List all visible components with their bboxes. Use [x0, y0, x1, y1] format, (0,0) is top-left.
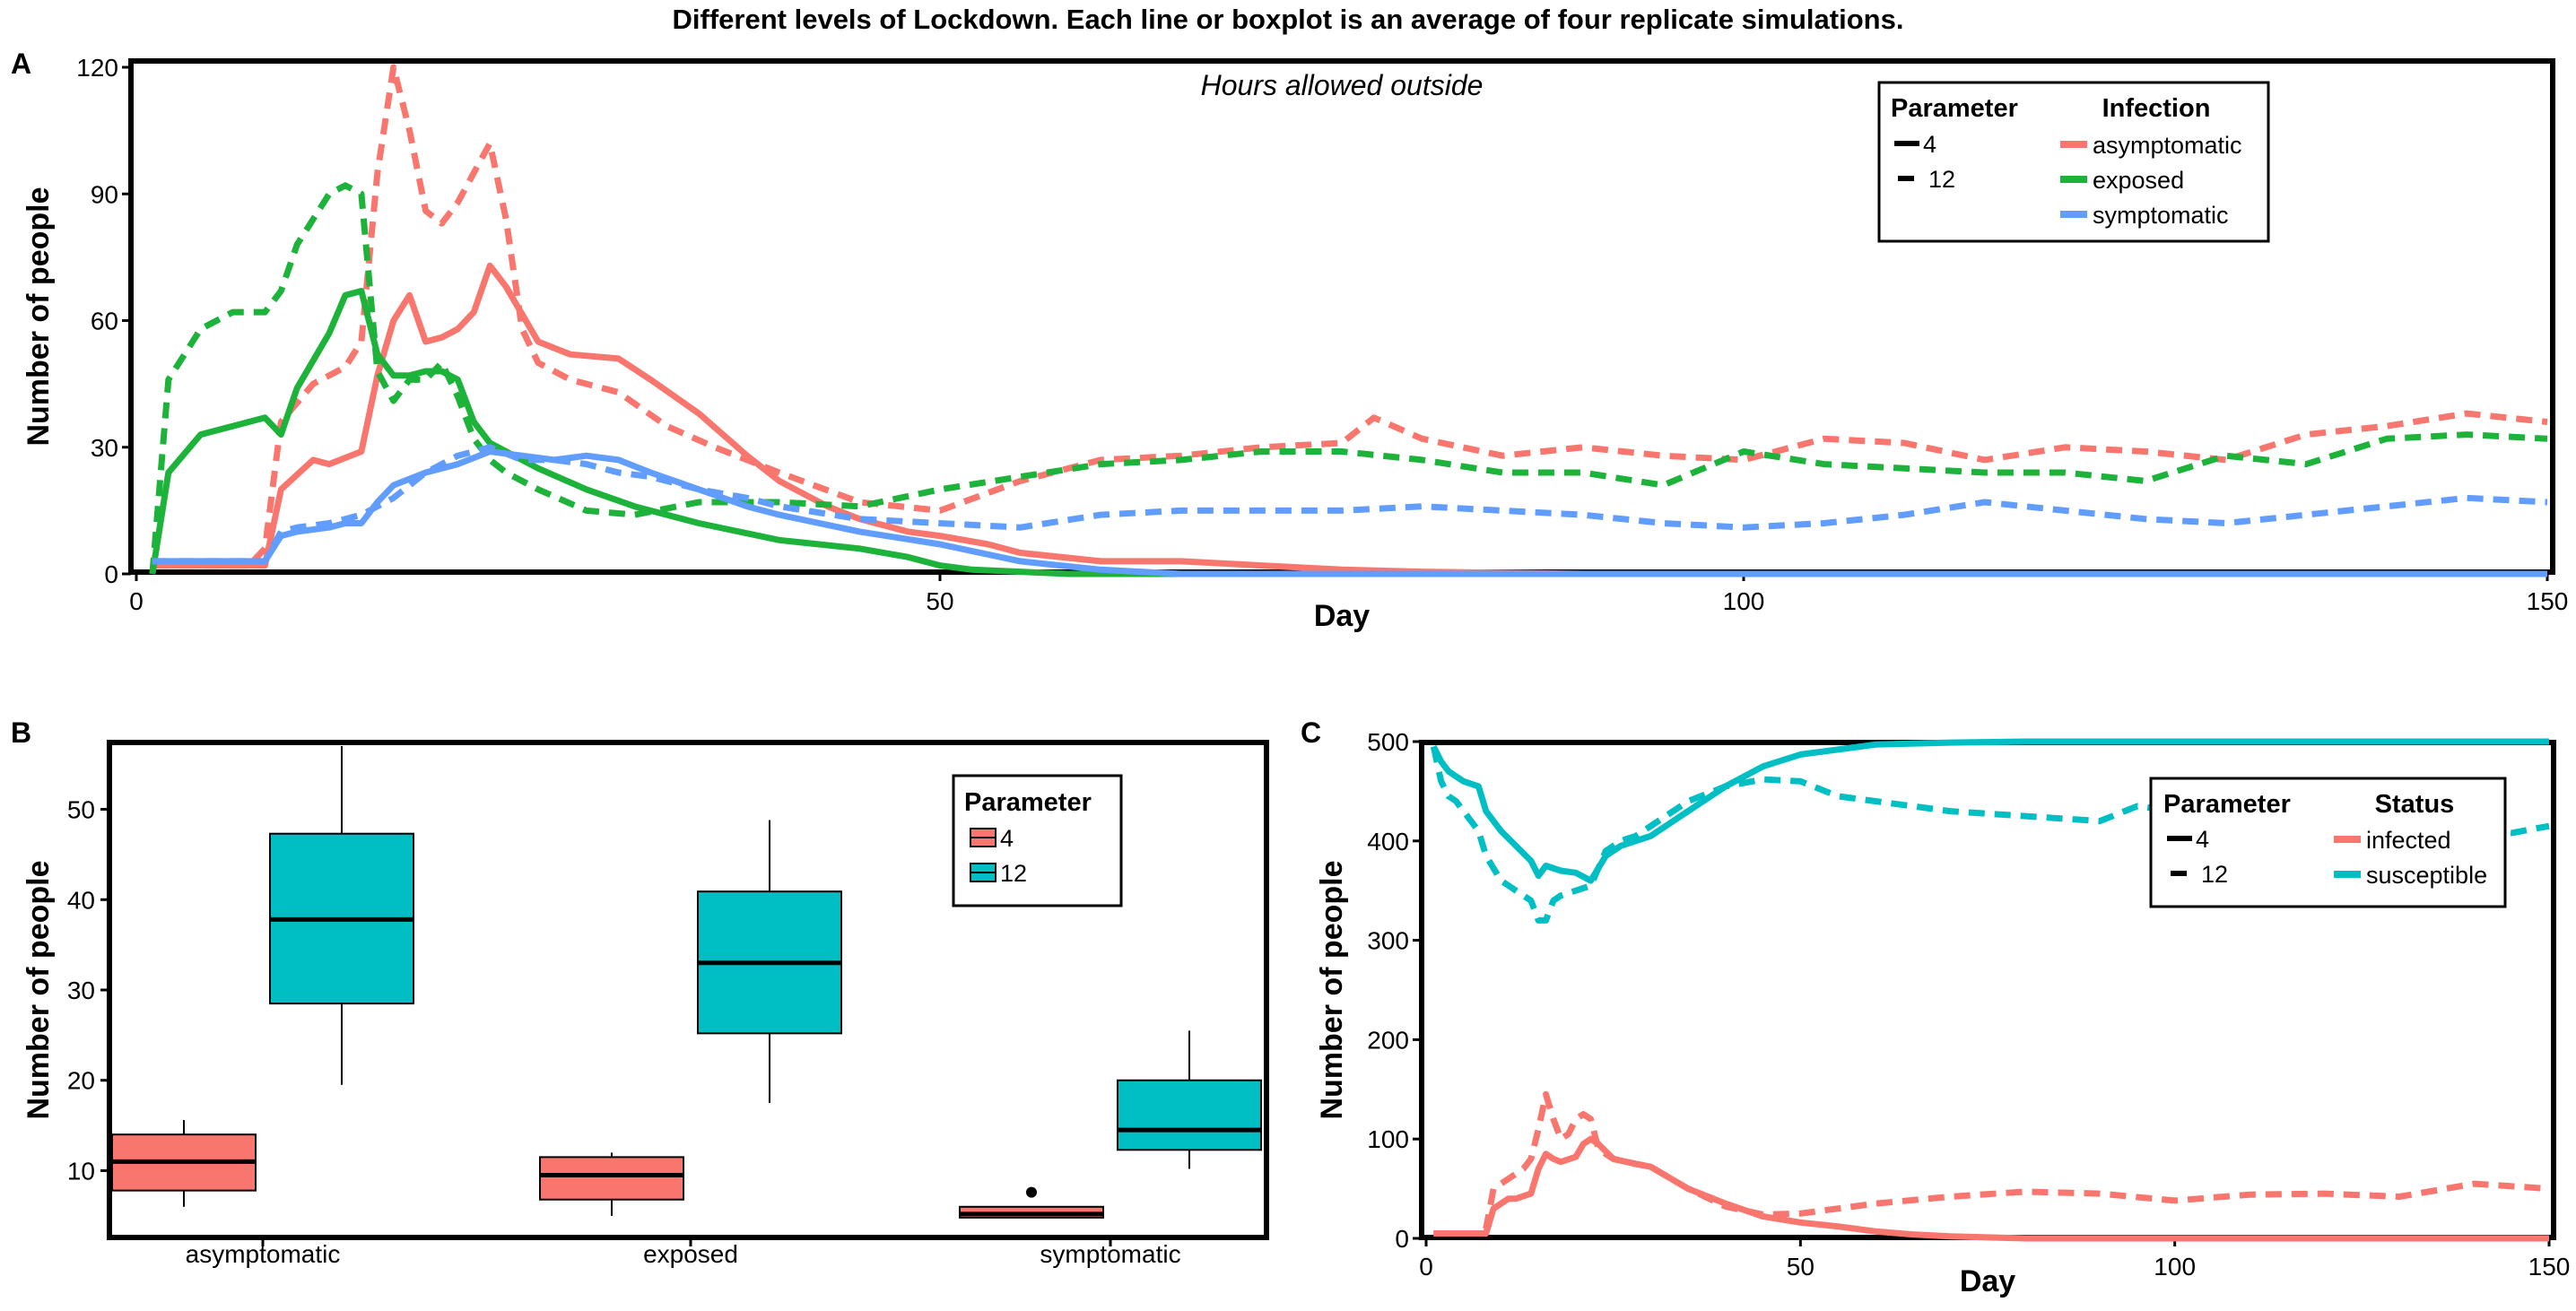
panel-c-x-tick-label: 50	[1787, 1253, 1815, 1281]
panel-c-ylabel: Number of people	[1315, 860, 1349, 1119]
panel-a-x-tick-label: 50	[926, 587, 953, 615]
panel-a-y-tick-label: 90	[91, 180, 118, 208]
series-line-infected-param-4	[1433, 1135, 2549, 1242]
panel-b-y-tick-label: 40	[67, 886, 95, 914]
panel-a: A 0 50 100 150 0 30 60 90 120 Hours allowed outs…	[11, 48, 2568, 633]
panel-c-x-tick-label: 0	[1419, 1253, 1433, 1281]
panel-c-x-tick-label: 100	[2154, 1253, 2196, 1281]
panel-c-legend-susceptible: susceptible	[2366, 862, 2487, 889]
panel-a-x-tick-label: 150	[2527, 587, 2569, 615]
panel-c-legend-param-title: Parameter	[2163, 790, 2291, 819]
series-line-exposed-param-4	[149, 288, 2547, 577]
panel-c-y-tick-label: 500	[1367, 728, 1409, 756]
panel-b-y-tick-label: 50	[67, 796, 95, 824]
series-line-asymptomatic-param-4	[152, 262, 2547, 577]
panel-b-y-tick-label: 30	[67, 977, 95, 1004]
panel-b-legend-item-12: 12	[1000, 860, 1027, 887]
panel-a-y-tick-label: 120	[76, 54, 118, 82]
panel-a-x-tick-label: 0	[129, 587, 144, 615]
panel-a-plot-area: 0 50 100 150 0 30 60 90 120	[76, 54, 2568, 615]
panel-c-legend-param-4: 4	[2196, 826, 2209, 853]
panel-c-legend: Parameter Status 4 12 infected susceptib…	[2149, 777, 2507, 908]
box-outlier	[1026, 1186, 1037, 1198]
panel-b-category-label: symptomatic	[1040, 1240, 1180, 1268]
panel-a-legend-symptomatic: symptomatic	[2093, 202, 2229, 229]
figure-title: Different levels of Lockdown. Each line …	[673, 4, 1904, 35]
panel-a-legend-param-12: 12	[1928, 166, 1955, 193]
panel-c: C 0 50 100 150 0 100 200 300 400 500 Day Number o…	[1301, 716, 2570, 1298]
series-line-susceptible-param-4	[1431, 738, 2549, 884]
series-line-infected-param-12	[1433, 1090, 2550, 1237]
panel-c-y-tick-label: 0	[1395, 1225, 1409, 1253]
panel-a-legend-exposed: exposed	[2093, 167, 2184, 194]
panel-c-y-tick-label: 400	[1367, 828, 1409, 855]
panel-c-y-tick-label: 100	[1367, 1125, 1409, 1153]
panel-b-ylabel: Number of people	[22, 860, 56, 1119]
panel-a-legend: Parameter Infection 4 12 asymptomatic ex…	[1877, 81, 2270, 243]
panel-a-annotation: Hours allowed outside	[1201, 69, 1484, 101]
panel-c-x-tick-label: 150	[2528, 1253, 2571, 1281]
series-line-symptomatic-param-12	[152, 444, 2548, 565]
panel-a-legend-group-title: Infection	[2102, 94, 2211, 123]
panel-a-legend-param-4: 4	[1923, 131, 1936, 158]
panel-b: B 10 20 30 40 50 asymptomatic exposed symptomat…	[11, 716, 1269, 1268]
panel-a-legend-param-title: Parameter	[1891, 94, 2018, 123]
panel-c-y-tick-label: 300	[1367, 927, 1409, 955]
panel-a-letter: A	[11, 48, 31, 80]
panel-a-legend-asymptomatic: asymptomatic	[2093, 132, 2242, 159]
panel-b-y-tick-label: 10	[67, 1157, 95, 1185]
panel-b-legend-title: Parameter	[964, 788, 1092, 817]
panel-a-y-tick-label: 30	[91, 434, 118, 462]
panel-b-category-label: exposed	[643, 1240, 738, 1268]
series-line-symptomatic-param-4	[152, 448, 2547, 577]
panel-b-plot-area: 10 20 30 40 50 asymptomatic exposed symptomatic	[67, 746, 1262, 1268]
panel-c-legend-box	[2149, 777, 2507, 908]
panel-a-ylabel: Number of people	[22, 187, 56, 446]
panel-b-legend: Parameter 4 12	[952, 774, 1123, 907]
panel-c-y-tick-label: 200	[1367, 1026, 1409, 1054]
box-exposed-param-4	[539, 1156, 684, 1201]
series-line-asymptomatic-param-12	[152, 64, 2548, 569]
panel-c-plot-area: 0 50 100 150 0 100 200 300 400 500	[1367, 728, 2570, 1281]
panel-a-x-tick-label: 100	[1723, 587, 1765, 615]
panel-b-legend-item-4: 4	[1000, 825, 1014, 852]
panel-c-letter: C	[1301, 716, 1321, 749]
panel-a-xlabel: Day	[1314, 599, 1370, 633]
panel-a-y-tick-label: 0	[104, 560, 118, 588]
panel-b-category-label: asymptomatic	[186, 1240, 341, 1268]
panel-b-y-tick-label: 20	[67, 1067, 95, 1095]
panel-b-letter: B	[11, 716, 31, 749]
box-symptomatic-param-12	[1117, 1079, 1262, 1151]
panel-c-legend-param-12: 12	[2201, 861, 2228, 888]
panel-c-xlabel: Day	[1960, 1264, 2015, 1298]
panel-c-legend-infected: infected	[2366, 827, 2451, 854]
panel-c-legend-group-title: Status	[2375, 790, 2455, 819]
panel-a-y-tick-label: 60	[91, 308, 118, 335]
